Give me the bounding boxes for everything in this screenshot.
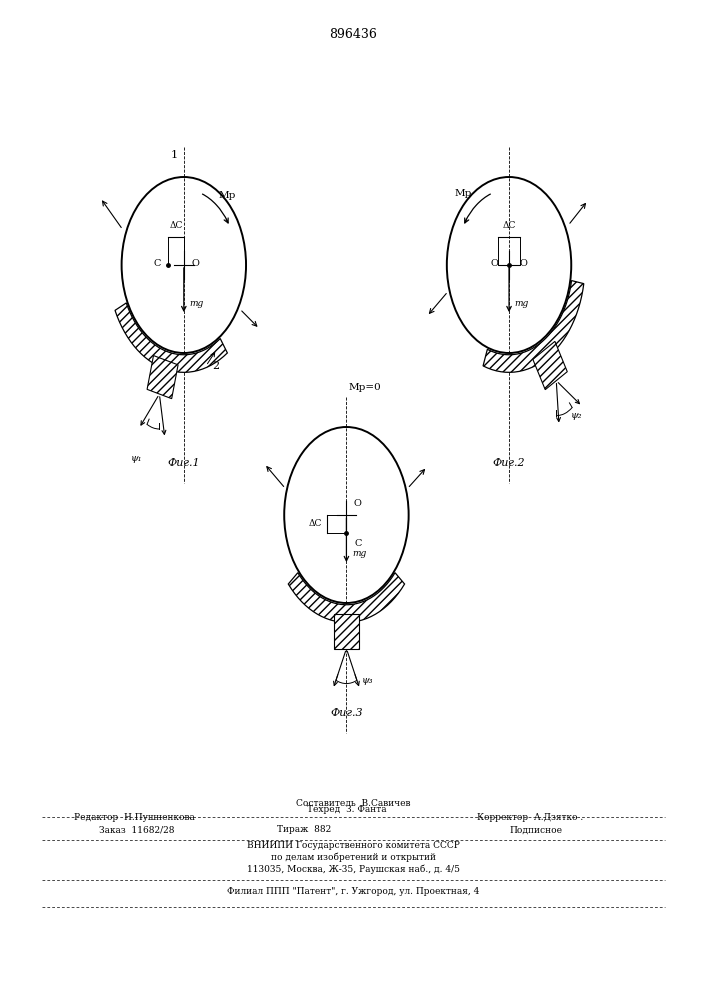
Text: O: O <box>491 258 499 267</box>
Text: ΔC: ΔC <box>309 520 322 528</box>
Text: C: C <box>354 538 361 548</box>
Polygon shape <box>533 341 567 390</box>
Text: ψ₂: ψ₂ <box>571 411 582 420</box>
Text: Заказ  11682/28: Заказ 11682/28 <box>99 826 175 834</box>
Polygon shape <box>483 281 584 372</box>
Text: mg: mg <box>515 298 529 308</box>
Text: ΔC: ΔC <box>170 221 182 230</box>
Text: O: O <box>519 258 527 267</box>
Polygon shape <box>334 614 359 649</box>
Text: mg: mg <box>189 298 204 308</box>
Text: Фиг.3: Фиг.3 <box>330 708 363 718</box>
Text: Фиг.1: Фиг.1 <box>168 458 200 468</box>
Text: Составитель  В.Савичев: Составитель В.Савичев <box>296 798 411 808</box>
Text: Подписное: Подписное <box>509 826 562 834</box>
Text: Фиг.2: Фиг.2 <box>493 458 525 468</box>
Polygon shape <box>288 573 404 622</box>
Text: ψ₃: ψ₃ <box>362 676 373 685</box>
Text: C: C <box>153 258 160 267</box>
Text: Mр: Mр <box>218 191 236 200</box>
Polygon shape <box>115 303 228 372</box>
Text: O: O <box>354 498 362 508</box>
Text: Филиал ППП "Патент", г. Ужгород, ул. Проектная, 4: Филиал ППП "Патент", г. Ужгород, ул. Про… <box>228 888 479 896</box>
Text: Mр: Mр <box>454 189 472 198</box>
Text: 1: 1 <box>171 150 178 160</box>
Text: ψ₁: ψ₁ <box>131 454 143 463</box>
Text: 113035, Москва, Ж-35, Раушская наб., д. 4/5: 113035, Москва, Ж-35, Раушская наб., д. … <box>247 864 460 874</box>
Text: ВНИИПИ Государственного комитета СССР: ВНИИПИ Государственного комитета СССР <box>247 840 460 850</box>
Text: O: O <box>191 258 199 267</box>
Text: Техред  З. Фанта: Техред З. Фанта <box>307 804 386 814</box>
Text: mg: mg <box>352 548 366 558</box>
Polygon shape <box>147 356 178 399</box>
Text: 896436: 896436 <box>329 28 378 41</box>
Text: Тираж  882: Тираж 882 <box>277 826 331 834</box>
Text: ΔC: ΔC <box>503 221 515 230</box>
Text: Корректор  А.Дзятко .: Корректор А.Дзятко . <box>477 812 583 822</box>
Text: Редактор  Н.Пушненкова: Редактор Н.Пушненкова <box>74 812 194 822</box>
Text: 2: 2 <box>212 361 219 371</box>
Text: по делам изобретений и открытий: по делам изобретений и открытий <box>271 852 436 862</box>
Text: Mр=0: Mр=0 <box>349 382 382 391</box>
